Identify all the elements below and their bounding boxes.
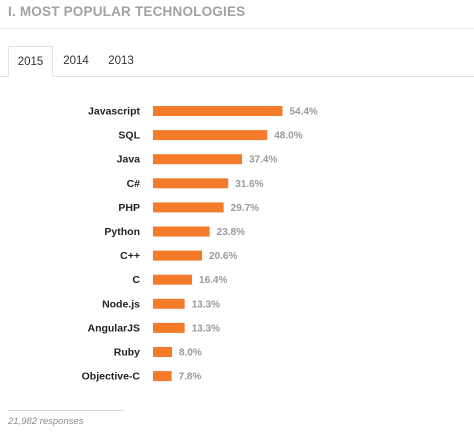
- category-label-objective-c: Objective-C: [82, 371, 141, 383]
- bar-php: [153, 202, 224, 213]
- value-label-sql: 48.0%: [274, 131, 302, 142]
- category-label-python: Python: [104, 226, 140, 238]
- bar-c: [153, 178, 229, 189]
- category-label-javascript: Javascript: [88, 106, 140, 118]
- bar-python: [153, 226, 210, 237]
- value-label-c: 20.6%: [209, 251, 237, 262]
- title-divider: [0, 28, 474, 29]
- bar-node-js: [153, 298, 185, 309]
- value-label-ruby: 8.0%: [179, 348, 202, 359]
- responses-count: 21,982 responses: [8, 416, 84, 427]
- bar-c: [153, 274, 193, 285]
- category-label-sql: SQL: [118, 130, 140, 142]
- bar-java: [153, 154, 243, 165]
- value-label-javascript: 54.4%: [289, 107, 317, 118]
- category-label-c: C: [132, 274, 140, 286]
- bar-sql: [153, 130, 268, 141]
- bar-javascript: [153, 106, 283, 116]
- value-label-python: 23.8%: [217, 227, 245, 238]
- section-title: I. MOST POPULAR TECHNOLOGIES: [8, 4, 246, 19]
- bar-objective-c: [153, 371, 172, 382]
- tab-2014[interactable]: 2014: [63, 55, 89, 67]
- value-label-objective-c: 7.8%: [179, 372, 202, 383]
- tab-2013[interactable]: 2013: [108, 55, 134, 67]
- tab-2015[interactable]: 2015: [8, 46, 53, 77]
- value-label-php: 29.7%: [231, 203, 259, 214]
- category-label-angularjs: AngularJS: [87, 322, 140, 334]
- value-label-node-js: 13.3%: [192, 299, 220, 310]
- technologies-bar-chart: Javascript 54.4% SQL 48.0% Java 37.4% C# 31.6% P…: [82, 106, 318, 383]
- value-label-c: 31.6%: [235, 179, 263, 190]
- category-label-node-js: Node.js: [102, 298, 140, 310]
- value-label-angularjs: 13.3%: [192, 323, 220, 334]
- category-label-c: C#: [127, 178, 141, 190]
- category-label-php: PHP: [118, 202, 140, 214]
- bar-ruby: [153, 347, 173, 357]
- value-label-c: 16.4%: [199, 275, 227, 286]
- footer-divider: [8, 410, 124, 411]
- category-label-ruby: Ruby: [114, 347, 140, 359]
- bar-angularjs: [153, 322, 185, 333]
- year-tabs: 2015 2014 2013: [0, 46, 474, 77]
- category-label-java: Java: [117, 154, 141, 166]
- category-label-c: C++: [120, 250, 140, 262]
- value-label-java: 37.4%: [249, 155, 277, 166]
- bar-c: [153, 250, 203, 261]
